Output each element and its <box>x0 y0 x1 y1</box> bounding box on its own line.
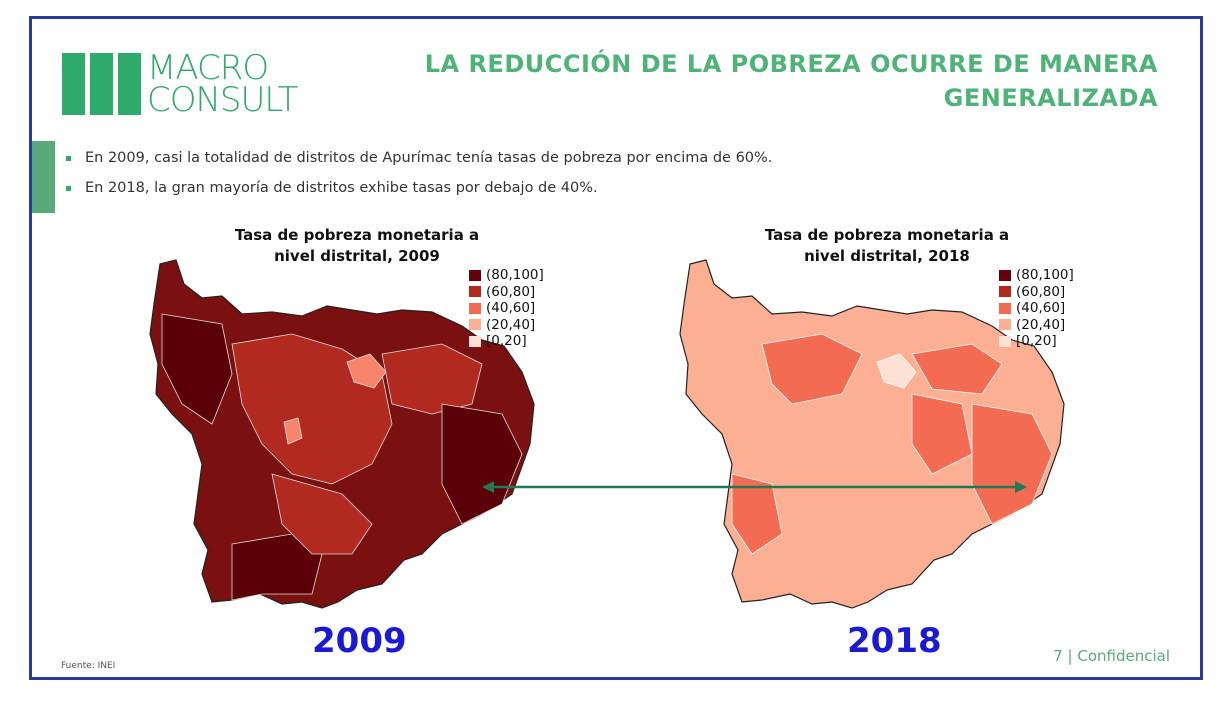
district-2018 <box>911 343 1003 395</box>
district-2018 <box>876 353 917 389</box>
legend-label: [0,20] <box>1016 333 1057 349</box>
legend-swatch <box>999 286 1011 298</box>
legend-item: [0,20] <box>469 333 544 350</box>
map-2018-title-line1: Tasa de pobreza monetaria a <box>764 226 1010 244</box>
legend-item: (20,40] <box>469 317 544 334</box>
legend-label: (40,60] <box>1016 300 1066 316</box>
page-number: 7 | Confidencial <box>1053 647 1170 665</box>
bullet-list: En 2009, casi la totalidad de distritos … <box>66 143 772 203</box>
legend-label: (20,40] <box>486 316 536 333</box>
map-2018-legend: (80,100] (60,80] (40,60] (20,40] [0,20] <box>999 267 1074 350</box>
legend-label: (80,100] <box>486 267 544 283</box>
district-2009 <box>441 403 523 525</box>
district-2009 <box>161 313 233 425</box>
legend-label: (60,80] <box>1016 283 1066 300</box>
logo-line1: MACRO <box>147 48 269 88</box>
legend-swatch <box>999 269 1011 281</box>
map-2009-legend: (80,100] (60,80] (40,60] (20,40] [0,20] <box>469 267 544 350</box>
bullet-text: En 2018, la gran mayoría de distritos ex… <box>85 180 598 196</box>
macroconsult-logo: MACRO CONSULT <box>62 48 298 120</box>
district-2018 <box>731 473 783 555</box>
bullet-icon <box>66 155 71 161</box>
legend-item: [0,20] <box>999 333 1074 350</box>
map-2009 <box>149 259 535 609</box>
legend-item: (60,80] <box>999 284 1074 301</box>
bullet-item: En 2018, la gran mayoría de distritos ex… <box>66 173 772 203</box>
map-2009-title: Tasa de pobreza monetaria a nivel distri… <box>207 225 507 267</box>
map-2018-title: Tasa de pobreza monetaria a nivel distri… <box>737 225 1037 267</box>
arrow-left-head-icon <box>482 481 494 493</box>
district-2018 <box>971 403 1053 525</box>
year-label-2009: 2009 <box>312 621 407 661</box>
map-2018-title-line2: nivel distrital, 2018 <box>804 247 970 265</box>
slide-title-line2: GENERALIZADA <box>943 84 1158 112</box>
legend-swatch <box>469 269 481 281</box>
bullet-item: En 2009, casi la totalidad de distritos … <box>66 143 772 173</box>
legend-swatch <box>469 302 481 314</box>
district-2009 <box>271 473 373 555</box>
district-2018 <box>911 393 973 475</box>
district-2009 <box>283 417 303 445</box>
legend-swatch <box>999 335 1011 347</box>
arrow-right-head-icon <box>1015 481 1027 493</box>
slide: MACRO CONSULT LA REDUCCIÓN DE LA POBREZA… <box>29 16 1203 680</box>
legend-swatch <box>999 302 1011 314</box>
legend-swatch <box>469 319 481 331</box>
legend-item: (80,100] <box>999 267 1074 284</box>
logo-bars-icon <box>62 53 141 115</box>
legend-swatch <box>469 335 481 347</box>
district-2009 <box>381 343 483 415</box>
bullet-icon <box>66 185 71 191</box>
legend-item: (60,80] <box>469 284 544 301</box>
bullet-text: En 2009, casi la totalidad de distritos … <box>85 150 773 166</box>
legend-item: (20,40] <box>999 317 1074 334</box>
district-2009 <box>346 353 387 389</box>
legend-label: (20,40] <box>1016 316 1066 333</box>
legend-label: (80,100] <box>1016 267 1074 283</box>
legend-swatch <box>999 319 1011 331</box>
comparison-arrow <box>482 481 1027 493</box>
logo-line2: CONSULT <box>147 80 298 120</box>
legend-item: (80,100] <box>469 267 544 284</box>
map-2009-title-line2: nivel distrital, 2009 <box>274 247 440 265</box>
legend-label: (60,80] <box>486 283 536 300</box>
legend-label: [0,20] <box>486 333 527 349</box>
map-2018 <box>679 259 1065 609</box>
legend-item: (40,60] <box>469 300 544 317</box>
district-2018 <box>761 333 863 405</box>
logo-text: MACRO CONSULT <box>147 48 298 120</box>
legend-swatch <box>469 286 481 298</box>
slide-title: LA REDUCCIÓN DE LA POBREZA OCURRE DE MAN… <box>425 47 1158 115</box>
source-note: Fuente: INEI <box>61 661 116 671</box>
accent-bar <box>32 141 55 213</box>
map-2009-title-line1: Tasa de pobreza monetaria a <box>234 226 480 244</box>
legend-item: (40,60] <box>999 300 1074 317</box>
slide-title-line1: LA REDUCCIÓN DE LA POBREZA OCURRE DE MAN… <box>424 50 1158 78</box>
year-label-2018: 2018 <box>847 621 942 661</box>
legend-label: (40,60] <box>486 300 536 316</box>
